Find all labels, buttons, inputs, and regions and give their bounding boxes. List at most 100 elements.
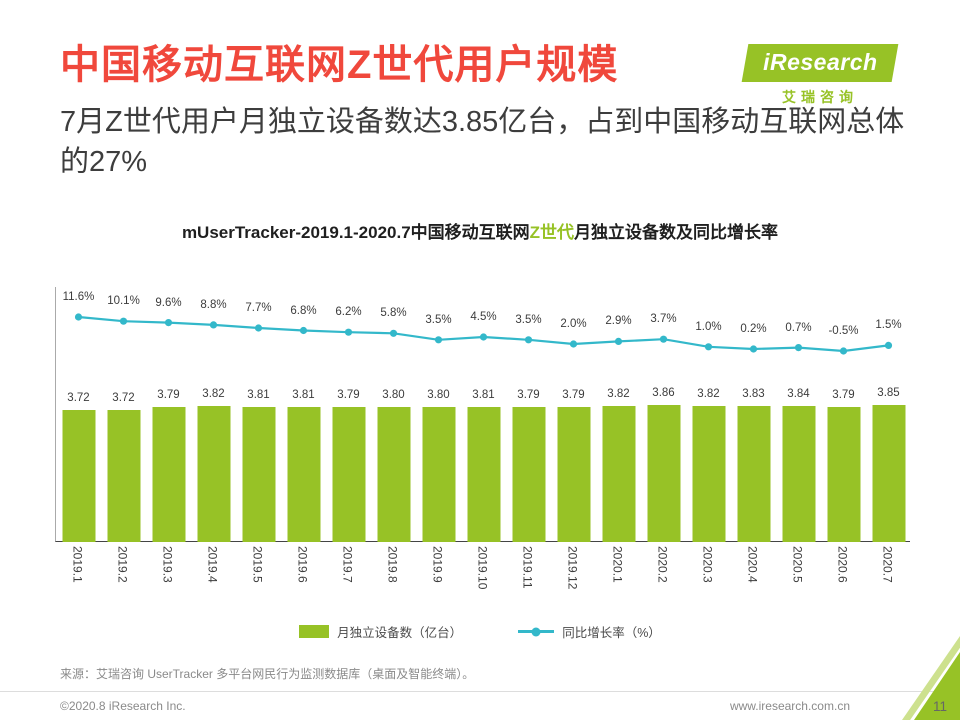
device-count-value-label: 3.79 <box>157 389 180 402</box>
chart-column: 2.0% 3.79 <box>551 287 596 543</box>
chart-title: mUserTracker-2019.1-2020.7中国移动互联网Z世代月独立设… <box>0 218 960 243</box>
growth-rate-value-label: 3.7% <box>650 313 677 326</box>
chart-column: 7.7% 3.81 <box>236 287 281 543</box>
legend-item-bars: 月独立设备数（亿台） <box>299 622 462 641</box>
device-count-bar <box>332 407 365 543</box>
device-count-bar <box>737 406 770 543</box>
device-count-bar <box>782 406 815 543</box>
growth-rate-value-label: 1.5% <box>875 319 902 332</box>
growth-rate-value-label: 0.2% <box>740 323 767 336</box>
chart-column: 0.7% 3.84 <box>776 287 821 543</box>
device-count-bar <box>62 410 95 543</box>
growth-rate-value-label: 10.1% <box>107 295 140 308</box>
growth-rate-value-label: 0.7% <box>785 321 812 334</box>
chart-column: 4.5% 3.81 <box>461 287 506 543</box>
bar-columns: 11.6% 3.72 10.1% 3.72 9.6% 3.79 8.8% 3.82 7.7% 3.… <box>56 287 911 543</box>
device-count-value-label: 3.80 <box>382 389 405 402</box>
page-number: 11 <box>932 699 947 714</box>
device-count-value-label: 3.82 <box>697 388 720 401</box>
iresearch-logo-band: iResearch <box>741 44 899 82</box>
iresearch-logo-text: iResearch <box>762 49 878 75</box>
chart-plot-area: 11.6% 3.72 10.1% 3.72 9.6% 3.79 8.8% 3.82 7.7% 3.… <box>55 287 911 543</box>
device-count-bar <box>152 407 185 543</box>
chart-column: 3.5% 3.80 <box>416 287 461 543</box>
bar-legend-swatch <box>299 625 330 639</box>
device-count-value-label: 3.81 <box>472 389 495 402</box>
line-legend-swatch <box>518 627 555 637</box>
chart-column: 6.8% 3.81 <box>281 287 326 543</box>
line-legend-label: 同比增长率（%） <box>562 626 661 641</box>
device-count-value-label: 3.83 <box>742 388 765 401</box>
chart-column: 0.2% 3.83 <box>731 287 776 543</box>
x-axis-tick-label: 2020.5 <box>790 546 805 583</box>
x-axis-tick-label: 2020.1 <box>610 546 625 583</box>
x-axis-tick-label: 2019.2 <box>115 546 130 583</box>
x-axis-tick-label: 2019.1 <box>70 546 85 583</box>
chart-column: 5.8% 3.80 <box>371 287 416 543</box>
device-count-bar <box>377 407 410 543</box>
x-axis-tick-label: 2020.7 <box>880 546 895 583</box>
footer-bar: ©2020.8 iResearch Inc. www.iresearch.com… <box>0 691 960 720</box>
growth-rate-value-label: 4.5% <box>470 311 497 324</box>
chart-column: 6.2% 3.79 <box>326 287 371 543</box>
device-count-value-label: 3.81 <box>292 389 315 402</box>
chart-column: 8.8% 3.82 <box>191 287 236 543</box>
x-axis-tick-label: 2020.3 <box>700 546 715 583</box>
device-count-bar <box>197 406 230 543</box>
chart-column: 2.9% 3.82 <box>596 287 641 543</box>
device-count-bar <box>557 407 590 543</box>
chart-column: 9.6% 3.79 <box>146 287 191 543</box>
page-subtitle: 7月Z世代用户月独立设备数达3.85亿台，占到中国移动互联网总体的27% <box>60 106 905 179</box>
device-count-bar <box>287 407 320 543</box>
device-count-bar <box>872 405 905 543</box>
device-count-bar <box>512 407 545 543</box>
x-axis-tick-label: 2020.6 <box>835 546 850 583</box>
growth-rate-value-label: 5.8% <box>380 307 407 320</box>
device-count-value-label: 3.85 <box>877 387 900 400</box>
device-count-bar <box>692 406 725 543</box>
growth-rate-value-label: 1.0% <box>695 320 722 333</box>
device-count-bar <box>647 405 680 543</box>
growth-rate-value-label: 2.0% <box>560 318 587 331</box>
chart-title-highlight: Z世代 <box>529 223 575 243</box>
device-count-bar <box>242 407 275 543</box>
x-axis-tick-label: 2020.4 <box>745 546 760 583</box>
growth-rate-value-label: -0.5% <box>828 325 859 338</box>
device-count-value-label: 3.79 <box>337 389 360 402</box>
copyright-text: ©2020.8 iResearch Inc. <box>60 699 186 713</box>
device-count-value-label: 3.80 <box>427 389 450 402</box>
chart-title-suffix: 月独立设备数及同比增长率 <box>574 223 779 243</box>
header: 中国移动互联网Z世代用户规模 7月Z世代用户月独立设备数达3.85亿台，占到中国… <box>0 0 960 182</box>
growth-rate-value-label: 6.8% <box>290 304 317 317</box>
chart-column: -0.5% 3.79 <box>821 287 866 543</box>
device-count-value-label: 3.79 <box>562 389 585 402</box>
x-axis-tick-label: 2019.10 <box>475 546 490 590</box>
x-axis-tick-label: 2019.8 <box>385 546 400 583</box>
device-count-value-label: 3.82 <box>202 388 225 401</box>
legend-item-line: 同比增长率（%） <box>518 622 661 641</box>
device-count-value-label: 3.72 <box>67 392 90 405</box>
device-count-value-label: 3.79 <box>832 389 855 402</box>
chart-column: 11.6% 3.72 <box>56 287 101 543</box>
device-count-bar <box>422 407 455 543</box>
source-note: 来源：艾瑞咨询 UserTracker 多平台网民行为监测数据库（桌面及智能终端… <box>60 667 475 682</box>
device-count-value-label: 3.82 <box>607 388 630 401</box>
device-count-value-label: 3.84 <box>787 388 810 401</box>
chart-title-prefix: mUserTracker-2019.1-2020.7中国移动互联网 <box>181 223 530 243</box>
device-count-value-label: 3.86 <box>652 387 675 400</box>
device-count-value-label: 3.72 <box>112 392 135 405</box>
growth-rate-value-label: 6.2% <box>335 306 362 319</box>
device-count-bar <box>467 407 500 543</box>
x-axis-tick-label: 2019.6 <box>295 546 310 583</box>
chart-column: 3.7% 3.86 <box>641 287 686 543</box>
x-axis-tick-label: 2019.4 <box>205 546 220 583</box>
growth-rate-value-label: 9.6% <box>155 296 182 309</box>
bar-legend-label: 月独立设备数（亿台） <box>337 626 463 641</box>
growth-rate-value-label: 3.5% <box>515 313 542 326</box>
chart-legend: 月独立设备数（亿台） 同比增长率（%） <box>0 622 960 641</box>
device-count-value-label: 3.79 <box>517 389 540 402</box>
x-axis-tick-label: 2019.5 <box>250 546 265 583</box>
iresearch-logo: iResearch 艾瑞咨询 <box>735 44 905 107</box>
x-axis-tick-label: 2019.3 <box>160 546 175 583</box>
